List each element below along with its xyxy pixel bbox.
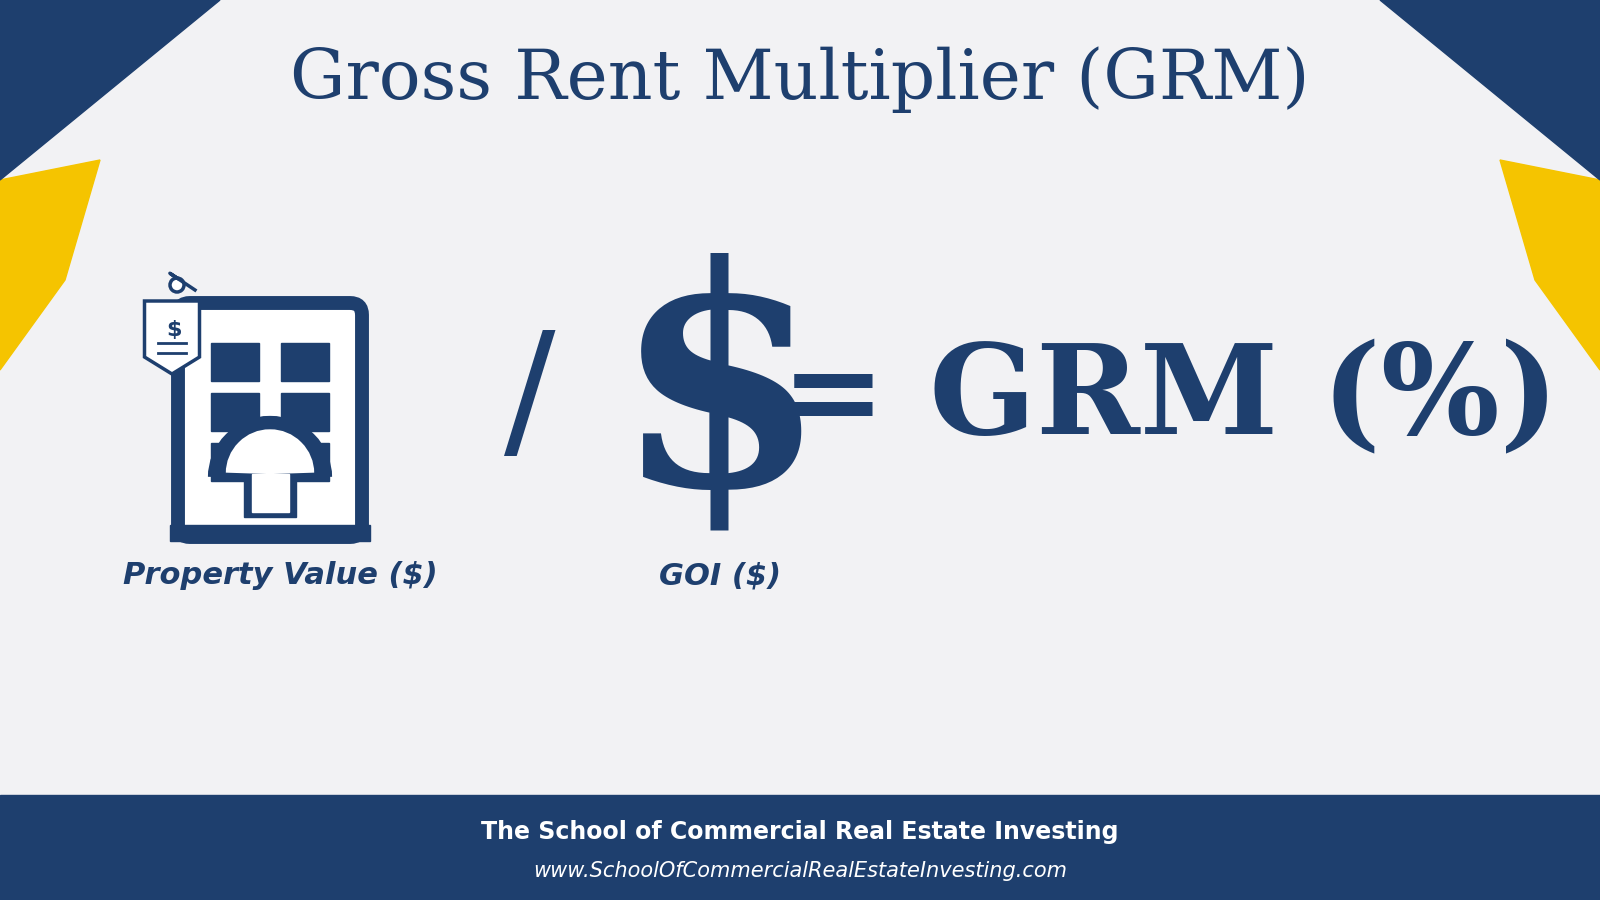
Bar	[211, 443, 259, 481]
Bar	[0, 795, 1600, 900]
Polygon shape	[1501, 160, 1600, 370]
Bar	[243, 478, 296, 517]
Text: /: /	[504, 326, 555, 474]
Text: Property Value ($): Property Value ($)	[123, 562, 437, 590]
Bar	[251, 473, 288, 512]
Polygon shape	[1379, 0, 1600, 180]
Bar	[280, 343, 328, 381]
Polygon shape	[0, 0, 221, 180]
Text: Gross Rent Multiplier (GRM): Gross Rent Multiplier (GRM)	[290, 47, 1310, 113]
Text: = GRM (%): = GRM (%)	[781, 339, 1558, 461]
Circle shape	[170, 278, 184, 292]
Bar	[280, 393, 328, 431]
Bar	[211, 343, 259, 381]
Bar	[211, 393, 259, 431]
Text: www.SchoolOfCommercialRealEstateInvesting.com: www.SchoolOfCommercialRealEstateInvestin…	[533, 860, 1067, 880]
Text: GOI ($): GOI ($)	[659, 562, 781, 590]
Bar	[280, 443, 328, 481]
Text: $: $	[166, 320, 182, 340]
Bar	[170, 525, 370, 541]
Text: The School of Commercial Real Estate Investing: The School of Commercial Real Estate Inv…	[482, 820, 1118, 844]
Polygon shape	[0, 160, 99, 370]
FancyBboxPatch shape	[178, 303, 362, 537]
Polygon shape	[144, 301, 200, 374]
Text: $: $	[614, 252, 826, 548]
